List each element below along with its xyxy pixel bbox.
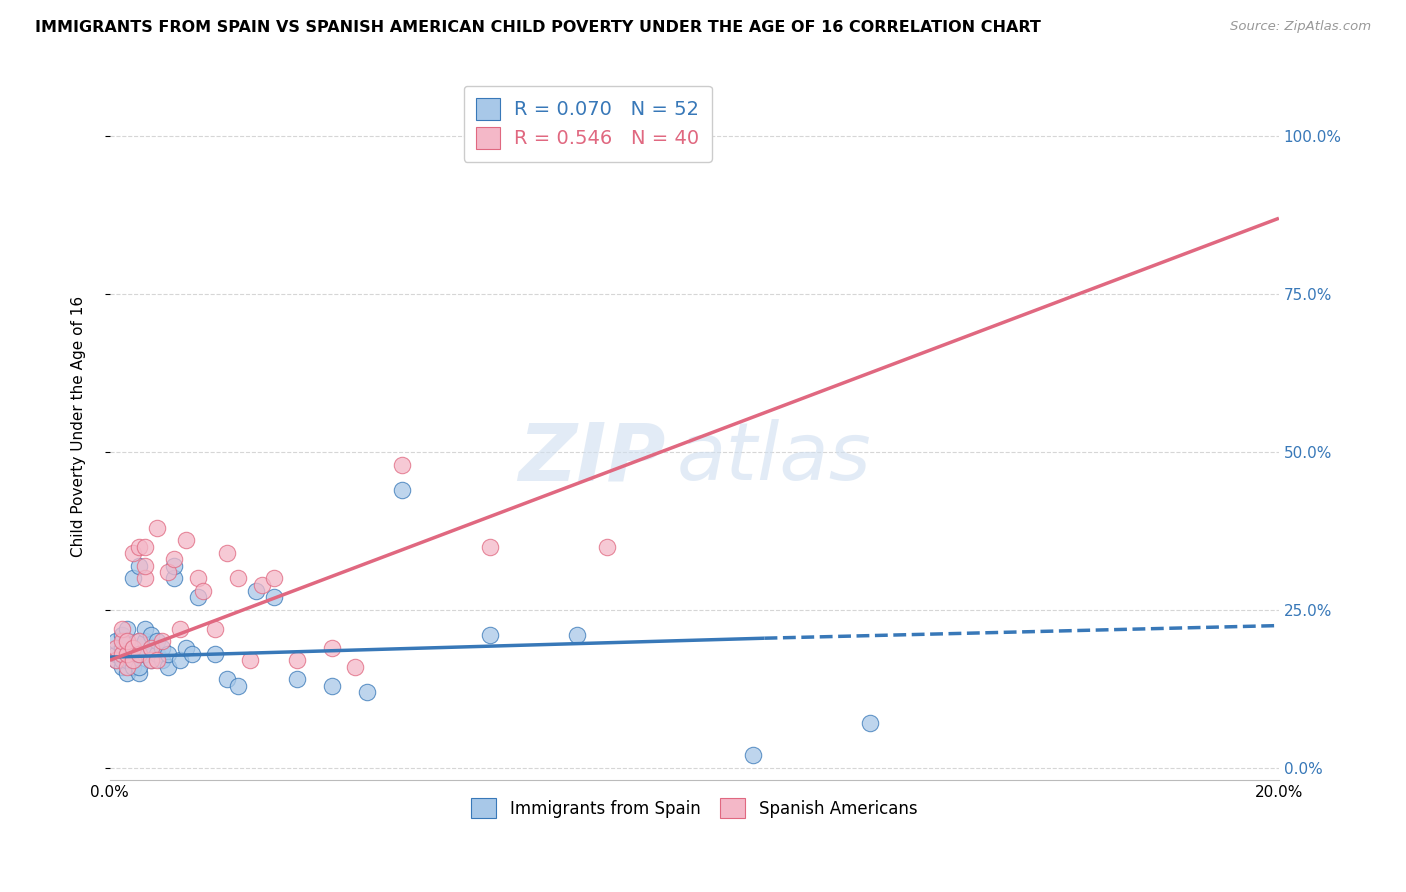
Point [134, 558, 156, 573]
Point [134, 571, 156, 585]
Point [478, 628, 501, 642]
Point [174, 640, 197, 655]
Point [110, 622, 132, 636]
Point [104, 647, 127, 661]
Point [117, 647, 139, 661]
Point [215, 672, 238, 686]
Point [186, 590, 208, 604]
Point [104, 653, 127, 667]
Point [478, 540, 501, 554]
Point [215, 546, 238, 560]
Point [128, 659, 150, 673]
Point [145, 521, 167, 535]
Point [263, 571, 285, 585]
Point [117, 634, 139, 648]
Point [122, 659, 145, 673]
Point [859, 716, 882, 731]
Point [104, 640, 127, 655]
Point [391, 458, 413, 472]
Point [122, 640, 145, 655]
Point [163, 552, 186, 566]
Point [193, 583, 215, 598]
Point [741, 747, 763, 762]
Point [163, 571, 186, 585]
Point [128, 540, 150, 554]
Point [321, 679, 343, 693]
Point [157, 565, 180, 579]
Point [110, 634, 132, 648]
Point [128, 634, 150, 648]
Point [110, 628, 132, 642]
Point [122, 546, 145, 560]
Point [139, 640, 162, 655]
Point [263, 590, 285, 604]
Point [204, 647, 226, 661]
Point [145, 634, 167, 648]
Point [139, 628, 162, 642]
Point [134, 540, 156, 554]
Point [321, 640, 343, 655]
Point [204, 622, 226, 636]
Point [344, 659, 367, 673]
Point [110, 647, 132, 661]
Point [117, 653, 139, 667]
Point [169, 653, 191, 667]
Point [228, 679, 250, 693]
Point [285, 672, 308, 686]
Point [152, 640, 174, 655]
Point [117, 659, 139, 673]
Point [122, 653, 145, 667]
Point [128, 634, 150, 648]
Y-axis label: Child Poverty Under the Age of 16: Child Poverty Under the Age of 16 [72, 296, 86, 558]
Point [152, 634, 174, 648]
Point [134, 622, 156, 636]
Point [250, 577, 273, 591]
Point [104, 634, 127, 648]
Point [134, 647, 156, 661]
Point [186, 571, 208, 585]
Text: IMMIGRANTS FROM SPAIN VS SPANISH AMERICAN CHILD POVERTY UNDER THE AGE OF 16 CORR: IMMIGRANTS FROM SPAIN VS SPANISH AMERICA… [35, 20, 1040, 35]
Point [139, 653, 162, 667]
Point [110, 653, 132, 667]
Point [163, 558, 186, 573]
Point [117, 622, 139, 636]
Point [117, 634, 139, 648]
Point [122, 640, 145, 655]
Point [228, 571, 250, 585]
Point [169, 622, 191, 636]
Point [122, 653, 145, 667]
Legend: Immigrants from Spain, Spanish Americans: Immigrants from Spain, Spanish Americans [465, 791, 924, 825]
Point [174, 533, 197, 548]
Point [104, 653, 127, 667]
Point [134, 634, 156, 648]
Point [128, 647, 150, 661]
Point [239, 653, 262, 667]
Point [122, 571, 145, 585]
Point [139, 640, 162, 655]
Point [128, 647, 150, 661]
Point [110, 640, 132, 655]
Point [157, 647, 180, 661]
Point [567, 628, 589, 642]
Point [180, 647, 202, 661]
Point [245, 583, 267, 598]
Point [139, 653, 162, 667]
Point [117, 647, 139, 661]
Point [145, 647, 167, 661]
Text: ZIP: ZIP [517, 419, 665, 498]
Point [128, 558, 150, 573]
Point [596, 540, 619, 554]
Point [356, 685, 378, 699]
Point [285, 653, 308, 667]
Point [110, 659, 132, 673]
Point [152, 653, 174, 667]
Point [157, 659, 180, 673]
Point [145, 653, 167, 667]
Text: Source: ZipAtlas.com: Source: ZipAtlas.com [1230, 20, 1371, 33]
Point [391, 483, 413, 497]
Point [117, 665, 139, 680]
Point [128, 665, 150, 680]
Text: atlas: atlas [676, 419, 872, 498]
